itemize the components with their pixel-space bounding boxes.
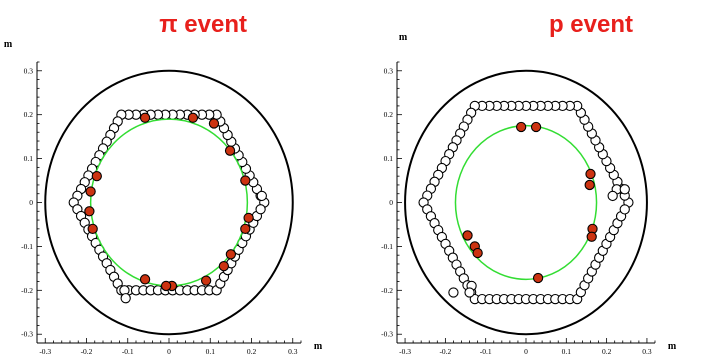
hit-marker: [243, 212, 254, 224]
x-tick-label: -0.1: [122, 347, 134, 356]
y-tick-label: 0.3: [384, 66, 394, 75]
hit-marker: [139, 112, 151, 123]
hit-marker: [584, 179, 595, 191]
hit-marker: [200, 275, 212, 286]
x-tick-label: 0.1: [562, 347, 572, 356]
y-tick-label: -0.3: [21, 330, 33, 339]
pad-marker: [255, 204, 266, 215]
x-tick-label: -0.2: [81, 347, 93, 356]
x-tick-label: -0.3: [39, 347, 51, 356]
pad-marker: [464, 287, 475, 298]
y-axis-label: m: [399, 32, 408, 43]
y-tick-label: 0.1: [384, 154, 394, 163]
pad-marker: [619, 204, 630, 215]
y-tick-label: 0.2: [384, 110, 394, 119]
hit-marker: [84, 206, 95, 217]
hit-marker: [85, 186, 96, 197]
hit-marker: [87, 223, 98, 234]
pad-marker: [120, 293, 131, 304]
panel-pi-event: π event -0.3 -0.2 -0.1 0 0.1 0.2 0.3 -0.3 -0.2 -0.…: [4, 11, 323, 356]
hit-marker: [462, 230, 473, 241]
y-tick-label: 0.1: [24, 154, 34, 163]
hit-marker: [516, 121, 527, 133]
y-tick-label: -0.1: [381, 242, 393, 251]
y-tick-label: -0.3: [381, 330, 393, 339]
hit-marker: [532, 272, 544, 284]
detector-boundary-circle: [404, 69, 648, 336]
y-tick-label: 0.2: [24, 110, 34, 119]
hit-marker: [160, 280, 172, 292]
hit-marker: [240, 175, 251, 186]
y-tick-label: 0.3: [24, 66, 34, 75]
x-tick-label: 0: [167, 347, 171, 356]
hit-marker: [585, 168, 596, 180]
hit-marker: [218, 261, 230, 272]
y-tick-label: -0.2: [381, 286, 393, 295]
hit-marker: [208, 118, 220, 129]
detector-boundary-circle: [44, 69, 294, 336]
y-tick-label: -0.2: [21, 286, 33, 295]
x-tick-label: 0.1: [206, 347, 216, 356]
fitted-ring: [89, 118, 249, 287]
chart-title: p event: [549, 11, 633, 38]
hit-marker: [240, 223, 251, 234]
pad-marker: [619, 184, 630, 195]
pad-marker: [607, 190, 618, 202]
y-axis-label: m: [4, 39, 13, 50]
x-tick-label: -0.1: [480, 347, 492, 356]
x-tick-label: 0.2: [247, 347, 257, 356]
hit-marker: [224, 145, 236, 156]
x-tick-label: 0: [524, 347, 528, 356]
x-axis-label: m: [668, 341, 677, 352]
y-tick-label: 0: [389, 198, 393, 207]
pad-marker: [448, 287, 459, 298]
x-axis-label: m: [314, 341, 323, 352]
x-tick-label: 0.3: [642, 347, 652, 356]
pad-marker: [256, 190, 267, 202]
x-tick-label: 0.2: [602, 347, 612, 356]
panel-p-event: p event -0.3 -0.2 -0.1 0 0.1 0.2 0.3 -0.3 -0.2 -0.…: [381, 11, 677, 356]
hit-marker: [586, 231, 597, 242]
hit-marker: [187, 112, 199, 123]
y-tick-label: -0.1: [21, 242, 33, 251]
chart-title: π event: [159, 11, 247, 38]
hit-marker: [225, 249, 237, 260]
hit-marker: [91, 171, 102, 182]
x-tick-label: -0.3: [399, 347, 411, 356]
hit-marker: [139, 274, 151, 285]
hit-marker: [530, 121, 542, 133]
x-tick-label: -0.2: [439, 347, 451, 356]
x-tick-label: 0.3: [288, 347, 298, 356]
y-tick-label: 0: [29, 198, 33, 207]
hit-marker: [472, 247, 483, 259]
